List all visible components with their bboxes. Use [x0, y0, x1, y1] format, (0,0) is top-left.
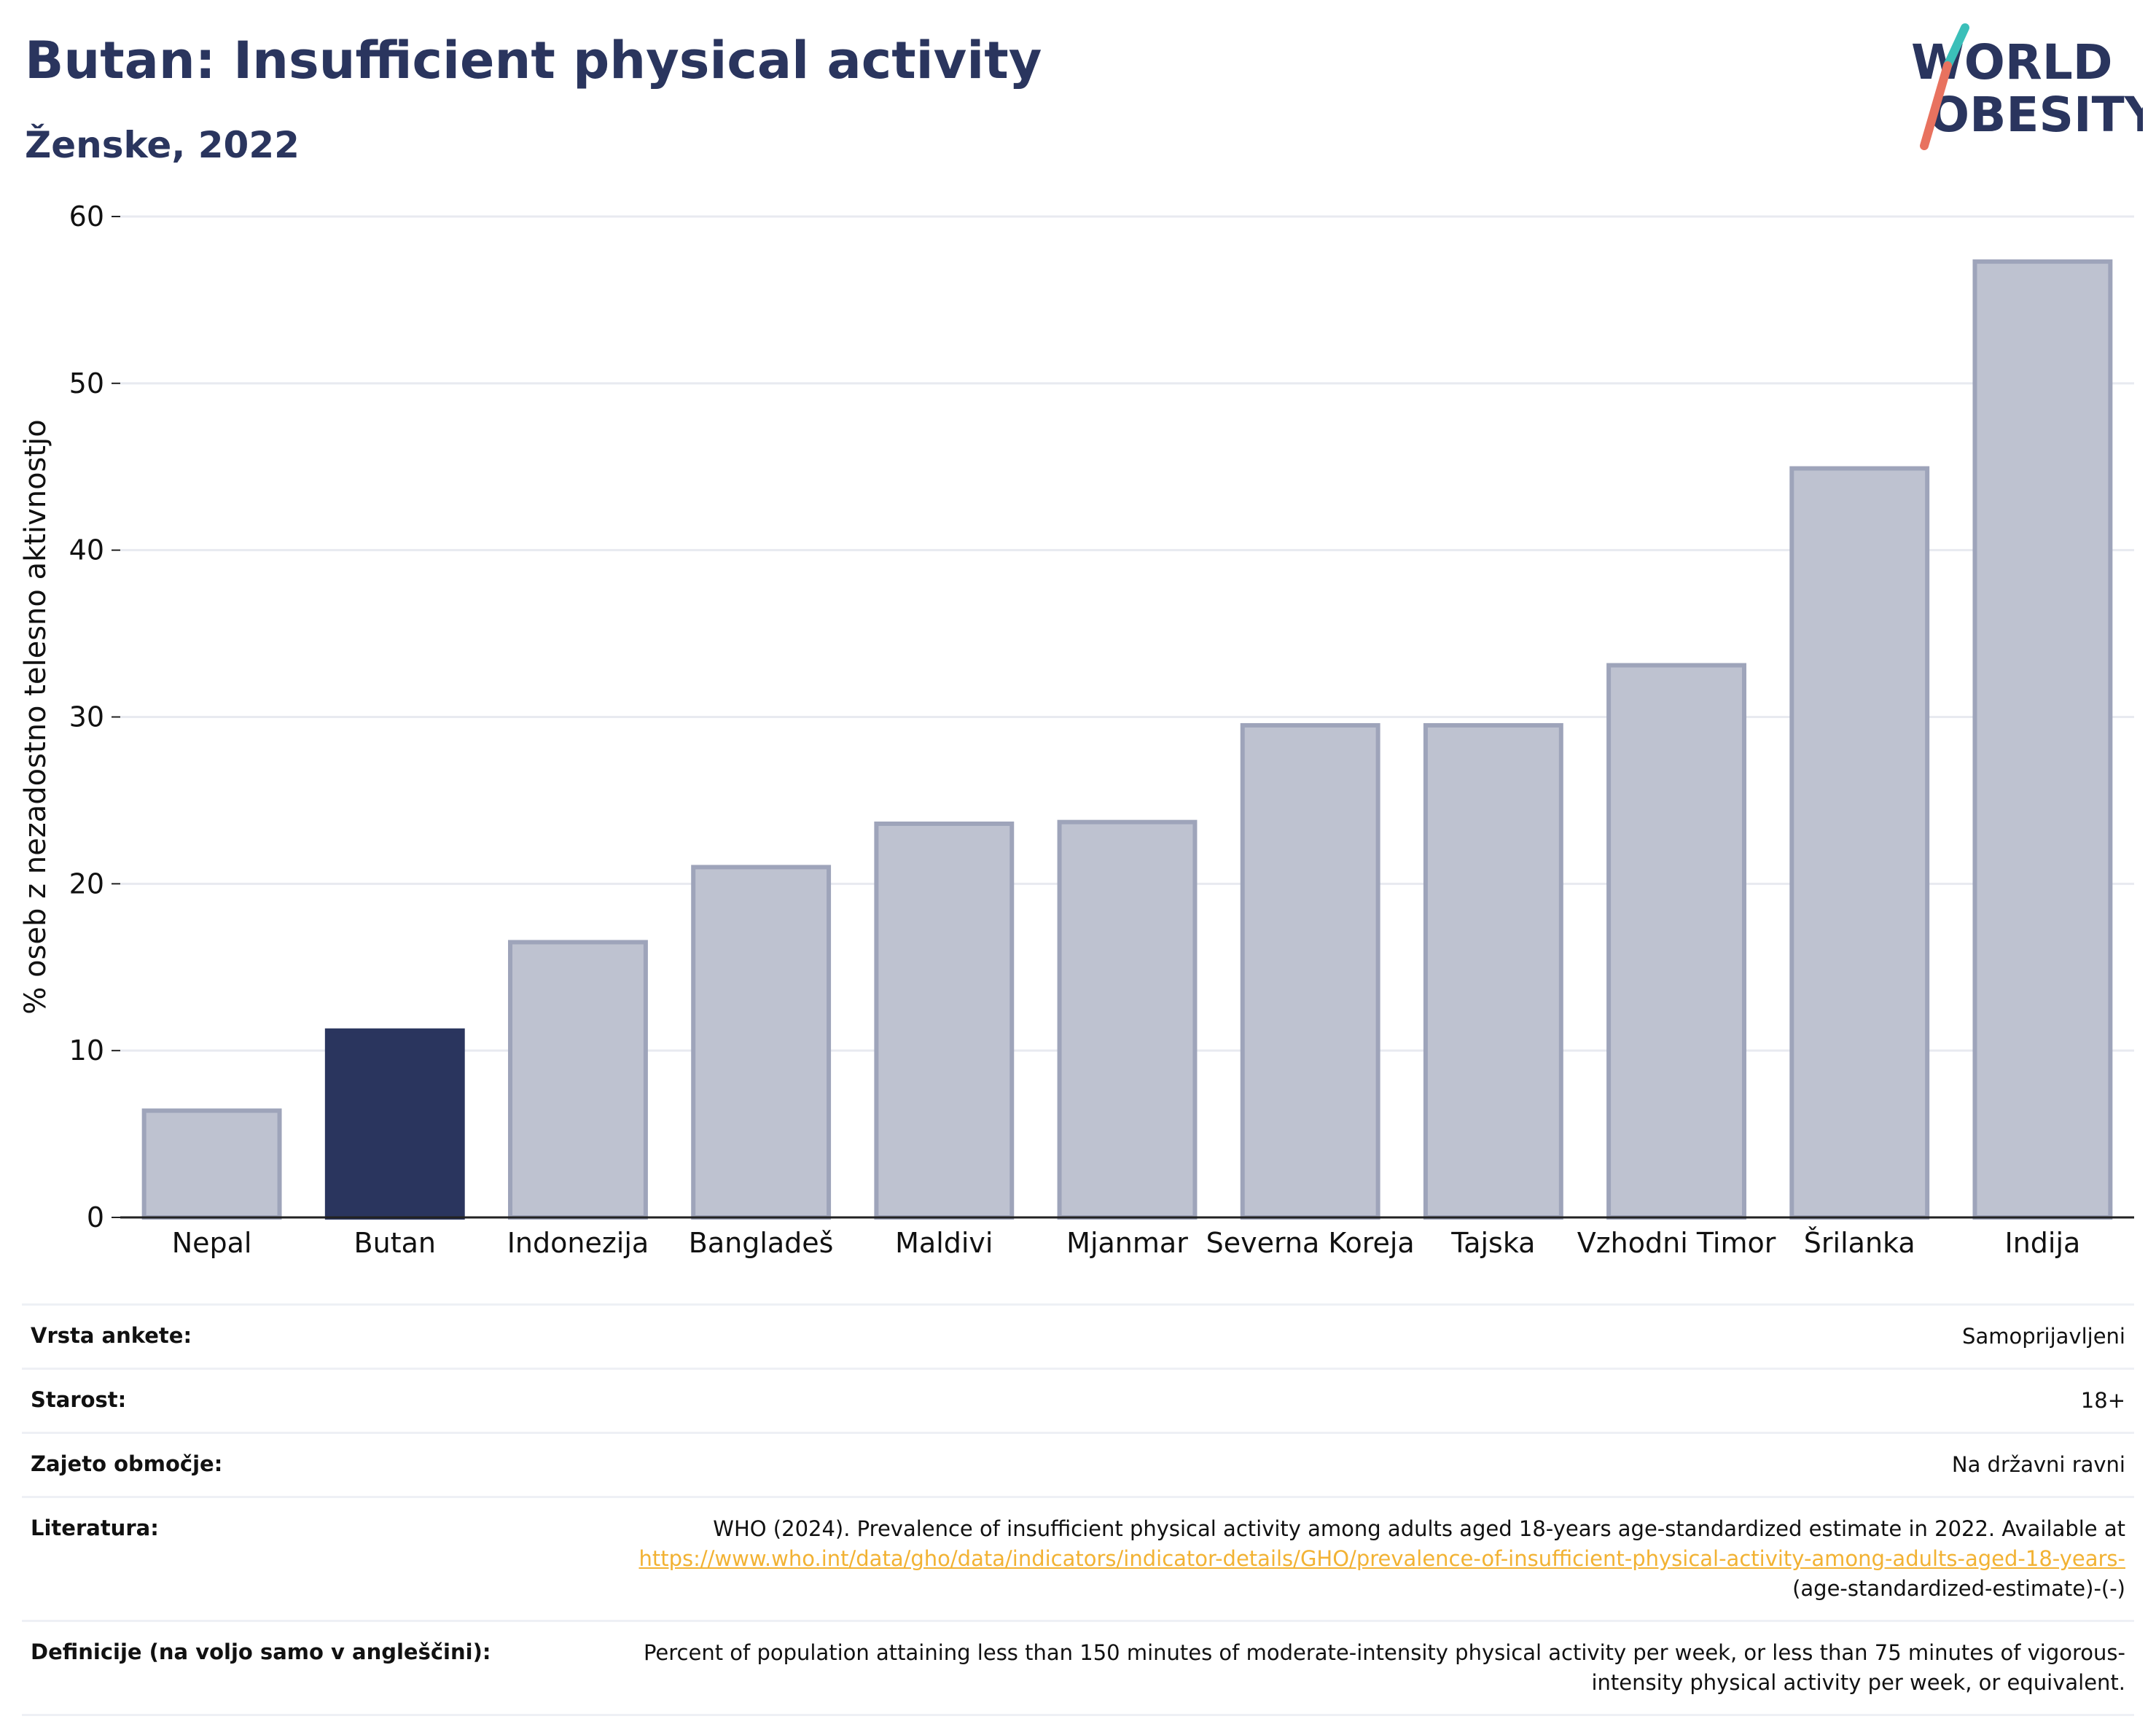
meta-value: 18+ — [2081, 1370, 2125, 1432]
meta-value-text: Samoprijavljeni — [1962, 1324, 2125, 1349]
x-tick-label: Indonezija — [507, 1227, 649, 1259]
meta-value: WHO (2024). Prevalence of insufficient p… — [595, 1498, 2125, 1620]
x-tick-label: Vzhodni Timor — [1577, 1227, 1776, 1259]
bar-severna-koreja[interactable] — [1240, 722, 1380, 1220]
bar-tajska[interactable] — [1423, 722, 1563, 1220]
reference-link[interactable]: https://www.who.int/data/gho/data/indica… — [638, 1546, 2125, 1571]
y-axis-title: % oseb z nezadostno telesno aktivnostjo — [19, 419, 52, 1014]
y-tick-label: 10 — [69, 1034, 104, 1067]
meta-row: Definicije (na voljo samo v angleščini):… — [22, 1620, 2134, 1716]
meta-value-suffix: (age-standardized-estimate)-(-) — [1792, 1576, 2125, 1601]
tick-labels: 0 10 20 30 40 50 60 Nepal Butan Indonezija Banglad… — [69, 200, 2081, 1259]
meta-row: Zajeto območje: Na državni ravni — [22, 1432, 2134, 1496]
x-tick-label: Butan — [354, 1227, 436, 1259]
meta-label: Vrsta ankete: — [31, 1323, 192, 1348]
y-tick-label: 0 — [87, 1201, 104, 1233]
meta-label: Literatura: — [31, 1516, 159, 1540]
y-tick-label: 20 — [69, 868, 104, 900]
meta-row: Starost: 18+ — [22, 1368, 2134, 1432]
x-tick-label: Mjanmar — [1066, 1227, 1188, 1259]
bar-chart: 0 10 20 30 40 50 60 Nepal Butan Indonezija Banglad… — [19, 200, 2134, 1259]
meta-label: Zajeto območje: — [31, 1451, 223, 1476]
bar-mjanmar[interactable] — [1057, 819, 1198, 1220]
logo-text-obesity: OBESITY — [1929, 87, 2143, 143]
meta-value: Samoprijavljeni — [1962, 1306, 2125, 1368]
chart-title: Butan: Insufficient physical activity — [25, 31, 1042, 90]
y-tick-label: 40 — [69, 534, 104, 566]
meta-row: Vrsta ankete: Samoprijavljeni — [22, 1303, 2134, 1368]
axes — [112, 216, 2134, 1219]
meta-value-text: Na državni ravni — [1951, 1452, 2125, 1477]
bar-šrilanka[interactable] — [1789, 466, 1930, 1220]
bars — [141, 259, 2113, 1220]
x-tick-label: Indija — [2004, 1227, 2080, 1259]
bar-maldivi[interactable] — [874, 821, 1015, 1220]
x-tick-label: Šrilanka — [1804, 1227, 1915, 1259]
meta-value-text: 18+ — [2080, 1388, 2125, 1413]
y-tick-label: 50 — [69, 367, 104, 399]
bar-indonezija[interactable] — [508, 940, 648, 1220]
x-tick-label: Maldivi — [895, 1227, 993, 1259]
meta-row: Literatura: WHO (2024). Prevalence of ins… — [22, 1496, 2134, 1620]
meta-value-text: Percent of population attaining less tha… — [643, 1640, 2125, 1695]
y-tick-label: 30 — [69, 701, 104, 733]
logo-slash-coral — [1920, 61, 1952, 150]
meta-value-text: WHO (2024). Prevalence of insufficient p… — [713, 1516, 2125, 1541]
meta-value: Percent of population attaining less tha… — [595, 1622, 2125, 1714]
metadata-table: Vrsta ankete: Samoprijavljeni Starost: 18+ Z… — [22, 1303, 2134, 1716]
logo-slash-teal — [1943, 23, 1969, 70]
bar-butan[interactable] — [324, 1028, 465, 1220]
bar-vzhodni-timor[interactable] — [1606, 663, 1746, 1220]
bar-indija[interactable] — [1972, 259, 2113, 1220]
x-tick-label: Bangladeš — [689, 1227, 834, 1259]
world-obesity-logo: WORLD OBESITY — [1911, 23, 2143, 150]
meta-label: Starost: — [31, 1387, 127, 1412]
meta-label: Definicije (na voljo samo v angleščini): — [31, 1640, 491, 1664]
x-tick-label: Nepal — [172, 1227, 252, 1259]
x-tick-label: Tajska — [1450, 1227, 1535, 1259]
bar-nepal[interactable] — [141, 1108, 282, 1220]
bar-bangladeš[interactable] — [691, 865, 832, 1220]
meta-value: Na državni ravni — [1952, 1434, 2125, 1496]
chart-subtitle: Ženske, 2022 — [25, 124, 300, 166]
y-tick-label: 60 — [69, 200, 104, 233]
x-tick-label: Severna Koreja — [1206, 1227, 1415, 1259]
